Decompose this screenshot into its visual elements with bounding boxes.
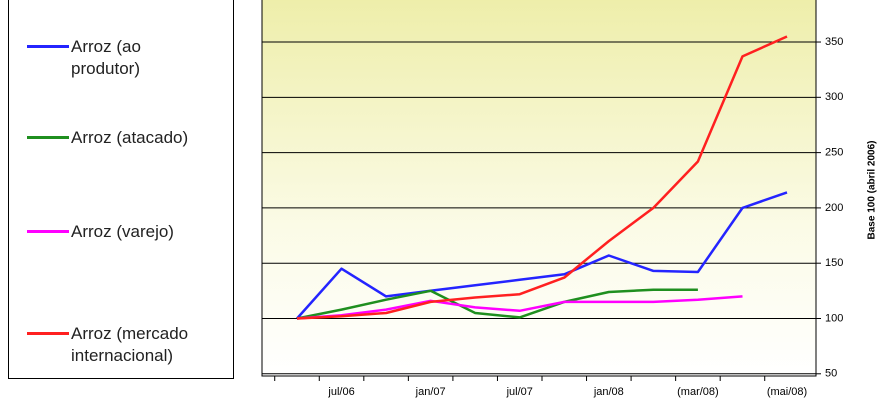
legend-swatch (27, 230, 69, 233)
legend: Arroz (ao produtor) Arroz (atacado) Arroz … (8, 0, 234, 379)
y-tick-label: 150 (825, 257, 843, 269)
x-tick-label: jan/07 (415, 386, 446, 398)
y-tick-label: 300 (825, 91, 843, 103)
y-tick-label: 350 (825, 36, 843, 48)
legend-label: Arroz (ao produtor) (71, 37, 141, 78)
legend-label: Arroz (atacado) (71, 128, 189, 147)
legend-swatch (27, 136, 69, 139)
x-tick-label: (mar/08) (677, 386, 719, 398)
series-line (296, 35, 788, 320)
y-tick-label: 250 (825, 147, 843, 159)
legend-label: Arroz (mercado internacional) (71, 324, 189, 365)
y-tick-label: 50 (825, 368, 837, 380)
legend-swatch (27, 332, 69, 335)
y-tick-label: 200 (825, 202, 843, 214)
legend-swatch (27, 45, 69, 48)
series-line (296, 191, 788, 320)
series-line (296, 288, 698, 320)
y-tick-label: 100 (825, 312, 843, 324)
y-axis-label: Base 100 (abril 2006) (867, 141, 878, 240)
x-tick-label: jul/06 (327, 386, 354, 398)
legend-item: Arroz (mercado internacional) (27, 323, 227, 367)
legend-item: Arroz (ao produtor) (27, 36, 227, 80)
legend-item: Arroz (varejo) (27, 221, 227, 243)
legend-label: Arroz (varejo) (71, 222, 174, 241)
legend-item: Arroz (atacado) (27, 127, 227, 149)
x-tick-label: (mai/08) (767, 386, 807, 398)
plot-area (261, 0, 817, 377)
x-tick-label: jan/08 (593, 386, 624, 398)
series-line (296, 295, 743, 320)
x-tick-label: jul/07 (506, 386, 533, 398)
